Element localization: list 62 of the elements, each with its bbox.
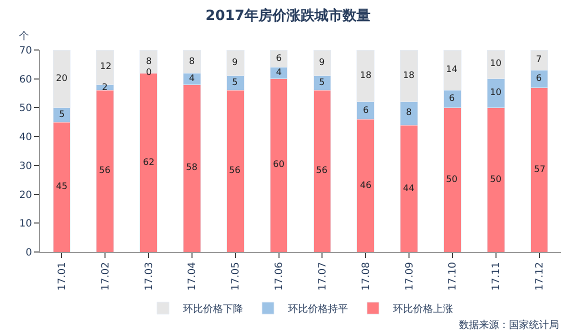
y-tick-label: 60	[19, 74, 32, 86]
data-label: 6	[276, 54, 282, 64]
data-label: 50	[446, 175, 458, 185]
data-label: 10	[490, 59, 502, 69]
x-tick-label: 17.12	[534, 262, 546, 291]
y-tick-label: 0	[26, 248, 32, 258]
x-tick-label: 17.11	[491, 262, 502, 291]
data-label: 8	[146, 57, 152, 67]
data-label: 60	[273, 160, 285, 170]
y-tick-label: 10	[19, 218, 32, 230]
data-label: 56	[316, 166, 328, 176]
data-label: 5	[59, 110, 65, 120]
y-axis-title: 个	[19, 30, 29, 42]
data-label: 18	[360, 71, 372, 81]
data-label: 45	[56, 182, 68, 192]
x-tick-label: 17.07	[317, 262, 328, 291]
data-label: 4	[276, 68, 282, 78]
data-label: 9	[232, 58, 238, 68]
data-label: 12	[100, 62, 112, 72]
data-label: 6	[449, 94, 455, 104]
source-note: 数据来源：国家统计局	[459, 319, 559, 331]
data-label: 8	[189, 57, 195, 67]
data-label: 8	[406, 108, 412, 118]
data-label: 9	[319, 58, 325, 68]
data-label: 4	[189, 74, 195, 84]
data-label: 46	[360, 181, 372, 191]
x-tick-label: 17.02	[100, 262, 112, 291]
data-label: 20	[56, 74, 68, 84]
data-label: 2	[102, 83, 108, 93]
data-label: 56	[99, 166, 111, 176]
data-label: 58	[186, 163, 198, 173]
data-label: 5	[232, 78, 238, 88]
data-label: 44	[403, 184, 415, 194]
data-label: 62	[143, 158, 154, 168]
x-tick-label: 17.09	[404, 262, 416, 291]
legend-label: 环比价格持平	[288, 303, 348, 315]
x-tick-label: 17.03	[144, 262, 155, 291]
data-label: 56	[229, 166, 241, 176]
data-label: 6	[363, 106, 369, 116]
y-tick-label: 70	[19, 46, 32, 56]
legend-label: 环比价格下降	[183, 303, 243, 315]
x-tick-label: 17.06	[274, 262, 286, 291]
y-tick-label: 30	[19, 160, 32, 172]
y-tick-label: 50	[19, 103, 32, 114]
legend-label: 环比价格上涨	[393, 303, 453, 315]
data-label: 10	[490, 88, 502, 98]
data-label: 57	[534, 165, 546, 175]
y-tick-label: 40	[19, 132, 32, 144]
x-tick-label: 17.10	[448, 262, 459, 291]
data-label: 0	[146, 68, 152, 78]
y-tick-label: 20	[19, 190, 32, 201]
chart-title: 2017年房价涨跌城市数量	[206, 6, 370, 24]
data-label: 6	[536, 74, 542, 84]
x-tick-label: 17.08	[360, 262, 372, 291]
data-label: 18	[403, 71, 415, 81]
data-label: 5	[319, 78, 325, 88]
data-label: 50	[490, 175, 502, 185]
x-tick-label: 17.04	[187, 262, 198, 291]
x-tick-label: 17.01	[56, 262, 68, 291]
data-label: 14	[446, 65, 458, 75]
data-label: 7	[536, 55, 542, 65]
x-tick-label: 17.05	[230, 262, 242, 291]
